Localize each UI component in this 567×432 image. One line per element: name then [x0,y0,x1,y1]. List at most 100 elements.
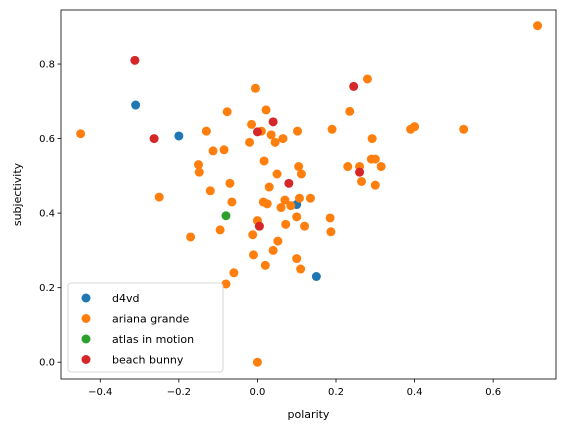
point-ariana-grande-27 [260,260,270,270]
point-beach-bunny-4 [268,117,278,127]
y-tick-label: 0.6 [39,134,55,145]
point-ariana-grande-9 [215,225,225,235]
point-ariana-grande-35 [273,236,283,246]
point-ariana-grande-6 [201,126,211,136]
point-ariana-grande-39 [281,219,291,229]
legend-label-ariana-grande: ariana grande [112,313,189,326]
point-ariana-grande-4 [194,160,203,170]
point-ariana-grande-47 [296,169,306,179]
point-ariana-grande-41 [292,212,302,222]
legend-marker-d4vd [81,293,91,303]
point-ariana-grande-62 [376,162,386,172]
point-ariana-grande-57 [362,74,372,84]
point-ariana-grande-20 [250,83,260,93]
point-ariana-grande-45 [294,193,304,203]
point-beach-bunny-1 [149,134,159,144]
y-tick-label: 0.2 [39,283,55,294]
legend-marker-beach-bunny [81,355,91,364]
legend: d4vd ariana grande atlas in motion beach bu… [67,282,224,373]
point-ariana-grande-3 [186,232,196,242]
point-beach-bunny-6 [349,81,359,91]
point-ariana-grande-51 [326,227,336,237]
point-ariana-grande-2 [154,192,164,202]
point-ariana-grande-17 [247,119,257,129]
point-ariana-grande-54 [345,106,355,116]
point-beach-bunny-0 [130,55,140,65]
point-ariana-grande-40 [286,201,296,211]
point-ariana-grande-18 [248,230,258,240]
point-ariana-grande-26 [259,156,269,166]
point-ariana-grande-64 [410,122,420,132]
point-ariana-grande-13 [225,178,235,188]
x-tick-label: 0.6 [485,387,501,398]
x-tick-label: 0.2 [328,387,344,398]
point-beach-bunny-7 [355,167,365,177]
x-axis-ticks: −0.4 −0.2 0.0 0.2 0.4 0.6 [88,379,501,398]
point-ariana-grande-65 [459,124,469,134]
y-tick-label: 0.8 [39,60,55,71]
point-ariana-grande-38 [280,195,290,205]
point-ariana-grande-61 [370,154,380,164]
point-ariana-grande-53 [343,162,353,172]
point-ariana-grande-12 [222,107,232,117]
point-ariana-grande-28 [261,105,271,115]
point-ariana-grande-50 [325,213,335,223]
point-d4vd-3 [311,272,321,281]
point-ariana-grande-14 [227,197,237,207]
x-tick-label: 0.0 [249,387,265,398]
point-ariana-grande-10 [219,145,229,155]
point-ariana-grande-52 [327,124,337,134]
point-ariana-grande-44 [294,162,304,172]
point-ariana-grande-42 [292,254,302,264]
point-ariana-grande-59 [367,134,377,144]
legend-marker-atlas-in-motion [81,334,91,344]
y-tick-label: 0.0 [39,358,55,369]
point-ariana-grande-11 [221,279,231,289]
point-d4vd-1 [174,131,184,141]
point-ariana-grande-22 [252,357,262,367]
point-ariana-grande-29 [262,199,272,209]
point-ariana-grande-30 [264,182,274,192]
point-ariana-grande-46 [296,264,306,274]
point-ariana-grande-1 [76,129,86,139]
x-tick-label: 0.4 [407,387,423,398]
point-atlas-in-motion-0 [221,211,231,221]
point-ariana-grande-33 [270,137,280,147]
point-beach-bunny-3 [254,221,264,231]
point-beach-bunny-5 [284,178,294,188]
point-ariana-grande-15 [229,268,239,278]
point-ariana-grande-7 [205,186,215,196]
point-ariana-grande-16 [245,137,255,147]
point-ariana-grande-48 [300,221,310,231]
point-ariana-grande-56 [357,176,367,186]
point-ariana-grande-31 [266,130,276,140]
point-ariana-grande-60 [370,180,380,190]
point-ariana-grande-5 [194,167,204,177]
x-tick-label: −0.2 [167,387,191,398]
legend-items: d4vd ariana grande atlas in motion beach bu… [81,292,194,367]
point-ariana-grande-8 [208,146,218,156]
point-ariana-grande-19 [249,250,258,260]
legend-frame [67,282,224,373]
point-ariana-grande-32 [268,245,278,255]
point-ariana-grande-49 [305,193,315,203]
y-axis-ticks: 0.0 0.2 0.4 0.6 0.8 [39,60,61,369]
y-axis-label: subjectivity [11,162,24,226]
point-ariana-grande-36 [276,203,286,213]
plot-area-frame [60,9,557,380]
points-layer [76,21,543,367]
point-d4vd-0 [131,100,141,110]
legend-label-d4vd: d4vd [112,292,139,305]
y-tick-label: 0.4 [39,209,55,220]
point-ariana-grande-43 [293,126,302,136]
legend-marker-ariana-grande [81,314,91,323]
point-beach-bunny-2 [252,127,262,137]
point-ariana-grande-37 [278,134,288,144]
x-axis-label: polarity [288,408,330,421]
point-ariana-grande-34 [272,169,282,179]
x-tick-label: −0.4 [88,387,112,398]
point-ariana-grande-0 [533,21,543,31]
legend-label-beach-bunny: beach bunny [112,354,184,367]
legend-label-atlas-in-motion: atlas in motion [112,333,194,346]
